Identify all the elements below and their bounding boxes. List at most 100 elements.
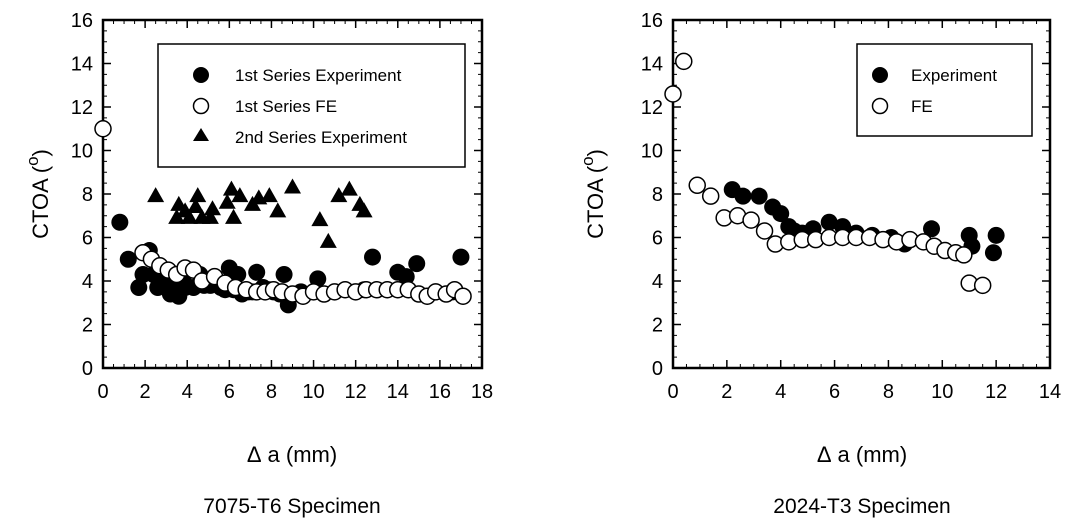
point-2nd-series-experiment bbox=[231, 187, 249, 203]
y-tick-label: 6 bbox=[652, 228, 663, 250]
legend: 1st Series Experiment 1st Series FE 2nd … bbox=[157, 43, 466, 168]
point-2nd-series-experiment bbox=[203, 200, 221, 216]
point-1st-series-fe bbox=[454, 287, 472, 305]
y-tick-label: 12 bbox=[71, 97, 93, 119]
point-fe bbox=[755, 222, 774, 240]
y-tick-label: 6 bbox=[82, 228, 93, 250]
y-axis-title: CTOA (o) bbox=[578, 149, 608, 239]
point-fe bbox=[973, 276, 992, 295]
grid-ticks bbox=[672, 19, 1051, 369]
grid-ticks bbox=[102, 19, 483, 369]
point-1st-series-experiment bbox=[408, 255, 426, 273]
x-tick-label: 18 bbox=[471, 381, 493, 403]
point-2nd-series-experiment bbox=[201, 208, 219, 224]
y-tick-label: 10 bbox=[71, 141, 93, 163]
y-tick-label: 8 bbox=[82, 184, 93, 206]
y-tick-label: 16 bbox=[641, 10, 663, 32]
legend-label-1st-series-experiment: 1st Series Experiment bbox=[235, 66, 402, 85]
chart-caption: 7075-T6 Specimen bbox=[203, 495, 380, 518]
y-axis-title-unit: o bbox=[23, 156, 42, 165]
legend: Experiment FE bbox=[856, 43, 1033, 137]
legend-marker-2nd-series-experiment bbox=[193, 128, 209, 141]
point-experiment bbox=[734, 187, 752, 205]
x-tick-label: 0 bbox=[97, 381, 108, 403]
x-tick-label: 12 bbox=[985, 381, 1007, 403]
y-tick-label: 4 bbox=[652, 271, 663, 293]
y-tick-label: 14 bbox=[71, 54, 93, 76]
x-tick-label: 12 bbox=[345, 381, 367, 403]
point-1st-series-experiment bbox=[130, 279, 148, 297]
point-1st-series-experiment bbox=[248, 263, 266, 281]
point-1st-series-experiment bbox=[452, 248, 470, 266]
point-fe bbox=[701, 187, 720, 205]
y-tick-label: 2 bbox=[652, 315, 663, 337]
point-fe bbox=[742, 211, 760, 229]
x-tick-label: 6 bbox=[224, 381, 235, 403]
data-marks bbox=[94, 120, 472, 314]
point-2nd-series-experiment bbox=[269, 202, 287, 218]
legend-marker-experiment bbox=[872, 67, 888, 83]
x-axis-title-text: a (mm) bbox=[838, 442, 908, 467]
point-fe bbox=[688, 176, 706, 195]
legend-label-fe: FE bbox=[911, 97, 933, 116]
point-2nd-series-experiment bbox=[225, 208, 243, 224]
point-1st-series-experiment bbox=[119, 250, 137, 268]
y-tick-label: 0 bbox=[82, 358, 93, 380]
point-1st-series-fe bbox=[94, 120, 112, 138]
point-1st-series-experiment bbox=[275, 265, 293, 283]
point-experiment bbox=[923, 220, 941, 238]
point-2nd-series-experiment bbox=[284, 178, 301, 194]
chart-7075-t6: 0 2 4 6 8 10 12 14 16 18 0 2 4 6 8 10 12 14 16 1st Series… bbox=[23, 10, 493, 518]
point-2nd-series-experiment bbox=[147, 187, 165, 203]
y-tick-labels: 0 2 4 6 8 10 12 14 16 bbox=[71, 10, 93, 380]
x-tick-labels: 0 2 4 6 8 10 12 14 16 18 bbox=[97, 381, 493, 403]
point-experiment bbox=[984, 244, 1002, 262]
point-fe bbox=[664, 85, 682, 103]
y-tick-label: 10 bbox=[641, 141, 663, 163]
x-tick-label: 16 bbox=[429, 381, 451, 403]
y-tick-labels: 0 2 4 6 8 10 12 14 16 bbox=[641, 10, 663, 380]
legend-marker-fe bbox=[871, 97, 889, 115]
point-2nd-series-experiment bbox=[355, 202, 373, 218]
y-tick-label: 2 bbox=[82, 315, 93, 337]
y-tick-label: 16 bbox=[71, 10, 93, 32]
legend-marker-1st-series-fe bbox=[192, 97, 210, 115]
x-axis-title-symbol: Δ bbox=[817, 442, 832, 467]
x-tick-label: 0 bbox=[667, 381, 678, 403]
x-tick-label: 2 bbox=[721, 381, 732, 403]
point-experiment bbox=[772, 205, 790, 223]
x-tick-label: 2 bbox=[140, 381, 151, 403]
x-tick-labels: 0 2 4 6 8 10 12 14 bbox=[667, 381, 1061, 403]
legend-marker-1st-series-experiment bbox=[193, 67, 209, 83]
x-tick-label: 14 bbox=[1039, 381, 1061, 403]
legend-label-experiment: Experiment bbox=[911, 66, 997, 85]
point-2nd-series-experiment bbox=[168, 208, 186, 224]
legend-label-2nd-series-experiment: 2nd Series Experiment bbox=[235, 128, 407, 147]
point-2nd-series-experiment bbox=[189, 187, 207, 203]
y-axis-title-unit: o bbox=[578, 156, 597, 165]
point-fe bbox=[675, 52, 693, 71]
point-2nd-series-experiment bbox=[319, 232, 337, 248]
point-experiment bbox=[750, 187, 768, 205]
y-axis-title-close: ) bbox=[583, 149, 608, 156]
y-tick-label: 14 bbox=[641, 54, 663, 76]
y-tick-label: 4 bbox=[82, 271, 93, 293]
x-tick-label: 14 bbox=[387, 381, 409, 403]
point-1st-series-experiment bbox=[229, 265, 247, 283]
point-2nd-series-experiment bbox=[180, 208, 198, 224]
point-2nd-series-experiment bbox=[340, 180, 358, 196]
x-tick-label: 10 bbox=[931, 381, 953, 403]
y-tick-label: 12 bbox=[641, 97, 663, 119]
point-1st-series-experiment bbox=[397, 268, 415, 286]
point-1st-series-experiment bbox=[309, 270, 327, 288]
x-tick-label: 8 bbox=[883, 381, 894, 403]
chart-caption: 2024-T3 Specimen bbox=[773, 495, 950, 518]
legend-box bbox=[856, 43, 1033, 137]
x-tick-label: 8 bbox=[266, 381, 277, 403]
x-axis-title-text: a (mm) bbox=[268, 442, 338, 467]
point-experiment bbox=[820, 213, 838, 231]
point-experiment bbox=[987, 226, 1005, 244]
x-axis-title-symbol: Δ bbox=[247, 442, 262, 467]
